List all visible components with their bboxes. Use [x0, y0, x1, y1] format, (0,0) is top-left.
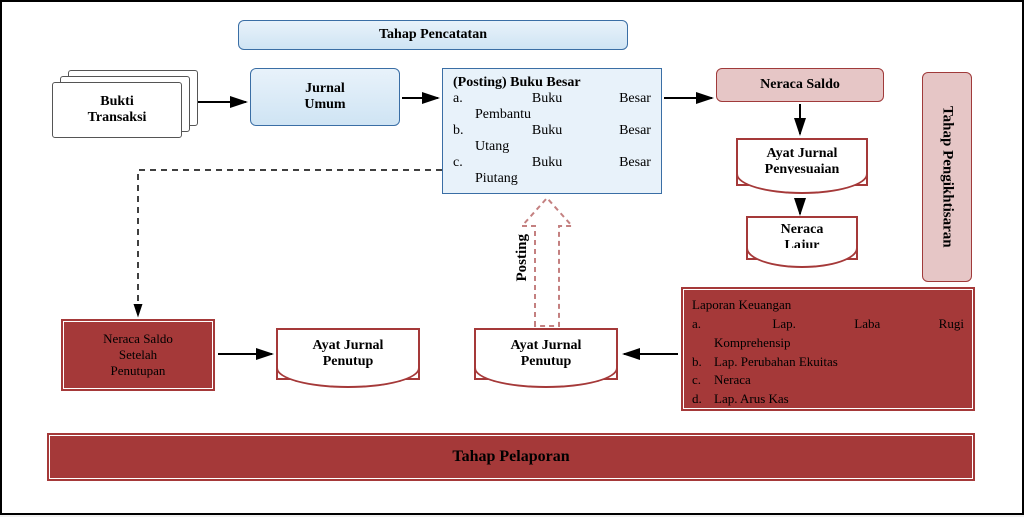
penutup1-line2: Penutup [313, 354, 384, 370]
node-ayat-penutup-2: Ayat Jurnal Penutup [474, 328, 618, 380]
nsp-line1: Neraca Saldo [103, 331, 173, 347]
header-tahap-pencatatan: Tahap Pencatatan [238, 20, 628, 50]
posting-items: a.BukuBesarPembantub.BukuBesarUtangc.Buk… [453, 91, 651, 187]
node-jurnal-umum: Jurnal Umum [250, 68, 400, 126]
footer-label: Tahap Pelaporan [452, 448, 569, 466]
jurnal-line2: Umum [304, 97, 345, 113]
lajur-line2: Lajur [781, 238, 824, 254]
posting-header: (Posting) Buku Besar [453, 75, 651, 91]
posting-item-cont: Utang [453, 139, 651, 155]
bukti-line2: Transaksi [88, 110, 147, 126]
laporan-title: Laporan Keuangan [692, 296, 964, 315]
sidebar-pengikhtisaran: Tahap Pengikhtisaran [922, 72, 972, 282]
node-neraca-saldo: Neraca Saldo [716, 68, 884, 102]
bukti-card-front: Bukti Transaksi [52, 82, 182, 138]
diagram-canvas: Tahap Pencatatan Bukti Transaksi Jurnal … [0, 0, 1024, 515]
node-ayat-penyesuaian: Ayat Jurnal Penyesuaian [736, 138, 868, 186]
node-posting-buku-besar: (Posting) Buku Besar a.BukuBesarPembantu… [442, 68, 662, 194]
footer-tahap-pelaporan: Tahap Pelaporan [46, 432, 976, 482]
posting-arrow-label: Posting [514, 234, 531, 282]
penutup1-line1: Ayat Jurnal [313, 338, 384, 354]
lajur-line1: Neraca [781, 222, 824, 238]
nsp-line3: Penutupan [103, 363, 173, 379]
arrow-dashed-posting-to-nsp [138, 170, 442, 316]
posting-item-row: c.BukuBesar [453, 155, 651, 171]
node-ayat-penutup-1: Ayat Jurnal Penutup [276, 328, 420, 380]
laporan-item: b.Lap. Perubahan Ekuitas [692, 353, 964, 372]
laporan-item: d.Lap. Arus Kas [692, 390, 964, 409]
header-title: Tahap Pencatatan [379, 27, 487, 43]
node-neraca-setelah-penutupan: Neraca Saldo Setelah Penutupan [60, 318, 216, 392]
jurnal-line1: Jurnal [304, 81, 345, 97]
neraca-saldo-label: Neraca Saldo [760, 77, 840, 93]
laporan-item: a.Lap.LabaRugi [692, 315, 964, 334]
node-neraca-lajur: Neraca Lajur [746, 216, 858, 260]
penyesuaian-line1: Ayat Jurnal [765, 146, 840, 162]
laporan-item-cont: Komprehensip [692, 334, 964, 353]
sidebar-label: Tahap Pengikhtisaran [939, 106, 956, 248]
panel-laporan-keuangan: Laporan Keuangan a.Lap.LabaRugiKomprehen… [680, 286, 976, 412]
posting-item-row: b.BukuBesar [453, 123, 651, 139]
penutup2-line2: Penutup [511, 354, 582, 370]
bukti-line1: Bukti [88, 94, 147, 110]
nsp-line2: Setelah [103, 347, 173, 363]
penyesuaian-line2: Penyesuaian [765, 162, 840, 178]
laporan-items: a.Lap.LabaRugiKomprehensipb.Lap. Perubah… [692, 315, 964, 409]
penutup2-line1: Ayat Jurnal [511, 338, 582, 354]
laporan-item: c.Neraca [692, 371, 964, 390]
posting-item-row: a.BukuBesar [453, 91, 651, 107]
posting-item-cont: Pembantu [453, 107, 651, 123]
posting-item-cont: Piutang [453, 171, 651, 187]
